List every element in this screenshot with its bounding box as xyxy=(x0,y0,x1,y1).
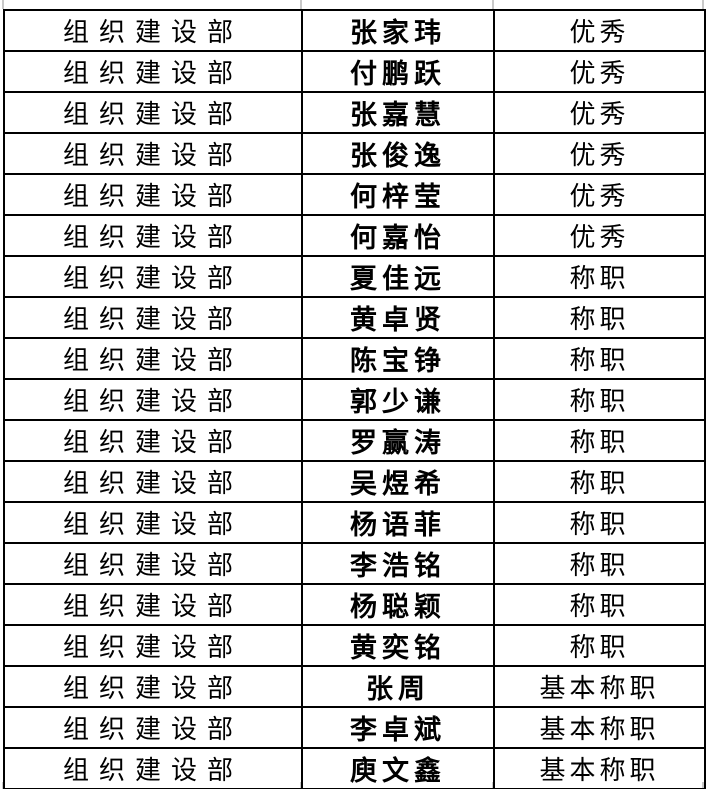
column-gridline-stub xyxy=(300,0,302,9)
rating-cell[interactable]: 称职 xyxy=(493,296,706,339)
table-row: 组织建设部 张周 基本称职 xyxy=(3,665,706,708)
table-row: 组织建设部 何梓莹 优秀 xyxy=(3,173,706,216)
column-gridline-stub xyxy=(702,0,704,9)
department-cell[interactable]: 组织建设部 xyxy=(3,173,303,216)
name-cell[interactable]: 杨聪颖 xyxy=(301,583,495,626)
department-cell[interactable]: 组织建设部 xyxy=(3,255,303,298)
name-cell[interactable]: 庾文鑫 xyxy=(301,747,495,789)
table-row: 组织建设部 杨语菲 称职 xyxy=(3,501,706,544)
rating-cell[interactable]: 基本称职 xyxy=(493,706,706,749)
name-cell[interactable]: 李卓斌 xyxy=(301,706,495,749)
name-cell[interactable]: 张家玮 xyxy=(301,9,495,52)
column-gridline-stub xyxy=(2,0,4,9)
table-row: 组织建设部 张家玮 优秀 xyxy=(3,9,706,52)
table-row: 组织建设部 杨聪颖 称职 xyxy=(3,583,706,626)
rating-cell[interactable]: 称职 xyxy=(493,542,706,585)
rating-cell[interactable]: 优秀 xyxy=(493,91,706,134)
department-cell[interactable]: 组织建设部 xyxy=(3,337,303,380)
department-cell[interactable]: 组织建设部 xyxy=(3,214,303,257)
name-cell[interactable]: 何嘉怡 xyxy=(301,214,495,257)
table-row: 组织建设部 张俊逸 优秀 xyxy=(3,132,706,175)
rating-cell[interactable]: 称职 xyxy=(493,419,706,462)
table-row: 组织建设部 罗赢涛 称职 xyxy=(3,419,706,462)
table-row: 组织建设部 郭少谦 称职 xyxy=(3,378,706,421)
name-cell[interactable]: 李浩铭 xyxy=(301,542,495,585)
table-row: 组织建设部 何嘉怡 优秀 xyxy=(3,214,706,257)
department-cell[interactable]: 组织建设部 xyxy=(3,419,303,462)
evaluation-table-body: 组织建设部 张家玮 优秀 组织建设部 付鹏跃 优秀 组织建设部 张嘉慧 优秀 组织建设部 张俊逸 优秀… xyxy=(3,9,706,789)
table-row: 组织建设部 黄卓贤 称职 xyxy=(3,296,706,339)
rating-cell[interactable]: 优秀 xyxy=(493,132,706,175)
table-row: 组织建设部 黄奕铭 称职 xyxy=(3,624,706,667)
table-row: 组织建设部 陈宝铮 称职 xyxy=(3,337,706,380)
name-cell[interactable]: 黄奕铭 xyxy=(301,624,495,667)
department-cell[interactable]: 组织建设部 xyxy=(3,501,303,544)
department-cell[interactable]: 组织建设部 xyxy=(3,132,303,175)
evaluation-table: 组织建设部 张家玮 优秀 组织建设部 付鹏跃 优秀 组织建设部 张嘉慧 优秀 组织建设部 张俊逸 优秀… xyxy=(3,9,706,789)
table-row: 组织建设部 李浩铭 称职 xyxy=(3,542,706,585)
name-cell[interactable]: 付鹏跃 xyxy=(301,50,495,93)
department-cell[interactable]: 组织建设部 xyxy=(3,50,303,93)
name-cell[interactable]: 张嘉慧 xyxy=(301,91,495,134)
rating-cell[interactable]: 优秀 xyxy=(493,214,706,257)
table-row: 组织建设部 张嘉慧 优秀 xyxy=(3,91,706,134)
rating-cell[interactable]: 基本称职 xyxy=(493,747,706,789)
department-cell[interactable]: 组织建设部 xyxy=(3,9,303,52)
department-cell[interactable]: 组织建设部 xyxy=(3,296,303,339)
rating-cell[interactable]: 称职 xyxy=(493,337,706,380)
column-gridline-stub xyxy=(2,782,4,789)
table-row: 组织建设部 庾文鑫 基本称职 xyxy=(3,747,706,789)
department-cell[interactable]: 组织建设部 xyxy=(3,706,303,749)
rating-cell[interactable]: 称职 xyxy=(493,501,706,544)
department-cell[interactable]: 组织建设部 xyxy=(3,624,303,667)
table-row: 组织建设部 李卓斌 基本称职 xyxy=(3,706,706,749)
rating-cell[interactable]: 称职 xyxy=(493,583,706,626)
department-cell[interactable]: 组织建设部 xyxy=(3,460,303,503)
name-cell[interactable]: 黄卓贤 xyxy=(301,296,495,339)
department-cell[interactable]: 组织建设部 xyxy=(3,665,303,708)
name-cell[interactable]: 郭少谦 xyxy=(301,378,495,421)
rating-cell[interactable]: 优秀 xyxy=(493,9,706,52)
rating-cell[interactable]: 称职 xyxy=(493,255,706,298)
table-row: 组织建设部 付鹏跃 优秀 xyxy=(3,50,706,93)
table-row: 组织建设部 吴煜希 称职 xyxy=(3,460,706,503)
department-cell[interactable]: 组织建设部 xyxy=(3,542,303,585)
name-cell[interactable]: 张俊逸 xyxy=(301,132,495,175)
name-cell[interactable]: 张周 xyxy=(301,665,495,708)
name-cell[interactable]: 吴煜希 xyxy=(301,460,495,503)
rating-cell[interactable]: 优秀 xyxy=(493,50,706,93)
table-row: 组织建设部 夏佳远 称职 xyxy=(3,255,706,298)
name-cell[interactable]: 夏佳远 xyxy=(301,255,495,298)
rating-cell[interactable]: 称职 xyxy=(493,378,706,421)
name-cell[interactable]: 何梓莹 xyxy=(301,173,495,216)
department-cell[interactable]: 组织建设部 xyxy=(3,91,303,134)
rating-cell[interactable]: 基本称职 xyxy=(493,665,706,708)
rating-cell[interactable]: 称职 xyxy=(493,460,706,503)
rating-cell[interactable]: 称职 xyxy=(493,624,706,667)
name-cell[interactable]: 罗赢涛 xyxy=(301,419,495,462)
column-gridline-stub xyxy=(492,0,494,9)
department-cell[interactable]: 组织建设部 xyxy=(3,747,303,789)
rating-cell[interactable]: 优秀 xyxy=(493,173,706,216)
name-cell[interactable]: 陈宝铮 xyxy=(301,337,495,380)
name-cell[interactable]: 杨语菲 xyxy=(301,501,495,544)
department-cell[interactable]: 组织建设部 xyxy=(3,583,303,626)
department-cell[interactable]: 组织建设部 xyxy=(3,378,303,421)
